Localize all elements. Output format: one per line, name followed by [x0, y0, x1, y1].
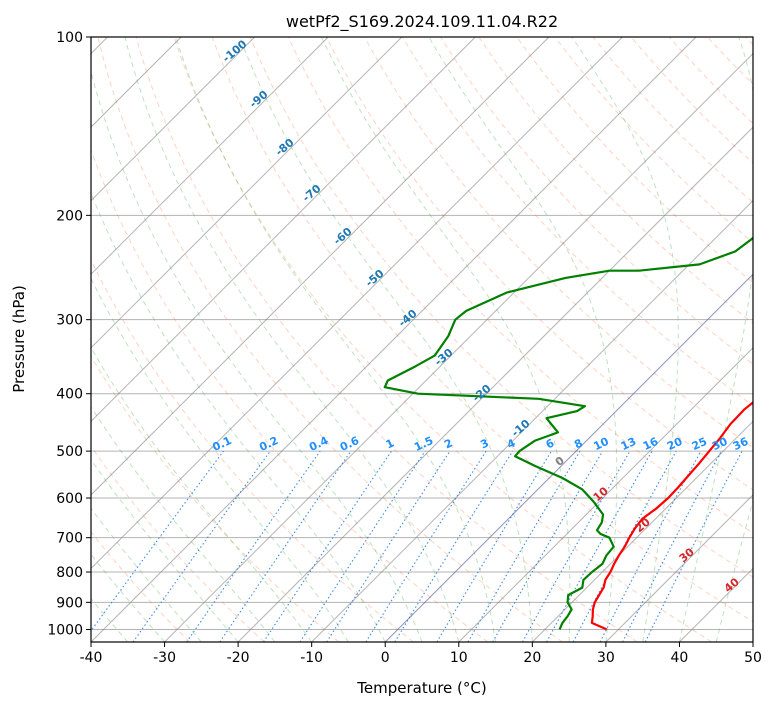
y-tick-label: 900	[56, 595, 83, 611]
y-tick-label: 500	[56, 444, 83, 460]
chart-title: wetPf2_S169.2024.109.11.04.R22	[286, 12, 558, 32]
x-tick-label: 50	[744, 650, 762, 666]
x-tick-label: 0	[381, 650, 390, 666]
x-tick-label: 30	[597, 650, 615, 666]
x-tick-label: -40	[80, 650, 103, 666]
y-tick-label: 200	[56, 208, 83, 224]
y-tick-label: 400	[56, 387, 83, 403]
x-tick-label: -30	[153, 650, 176, 666]
y-tick-label: 1000	[47, 622, 83, 638]
x-tick-label: -20	[227, 650, 250, 666]
x-tick-label: 20	[523, 650, 541, 666]
x-tick-label: -10	[300, 650, 323, 666]
x-tick-label: 40	[671, 650, 689, 666]
x-tick-label: 10	[450, 650, 468, 666]
y-axis-label: Pressure (hPa)	[10, 285, 28, 393]
y-tick-label: 800	[56, 565, 83, 581]
y-tick-label: 300	[56, 313, 83, 329]
y-tick-label: 100	[56, 30, 83, 46]
y-tick-label: 700	[56, 531, 83, 547]
x-axis-label: Temperature (°C)	[356, 679, 486, 697]
y-tick-label: 600	[56, 491, 83, 507]
